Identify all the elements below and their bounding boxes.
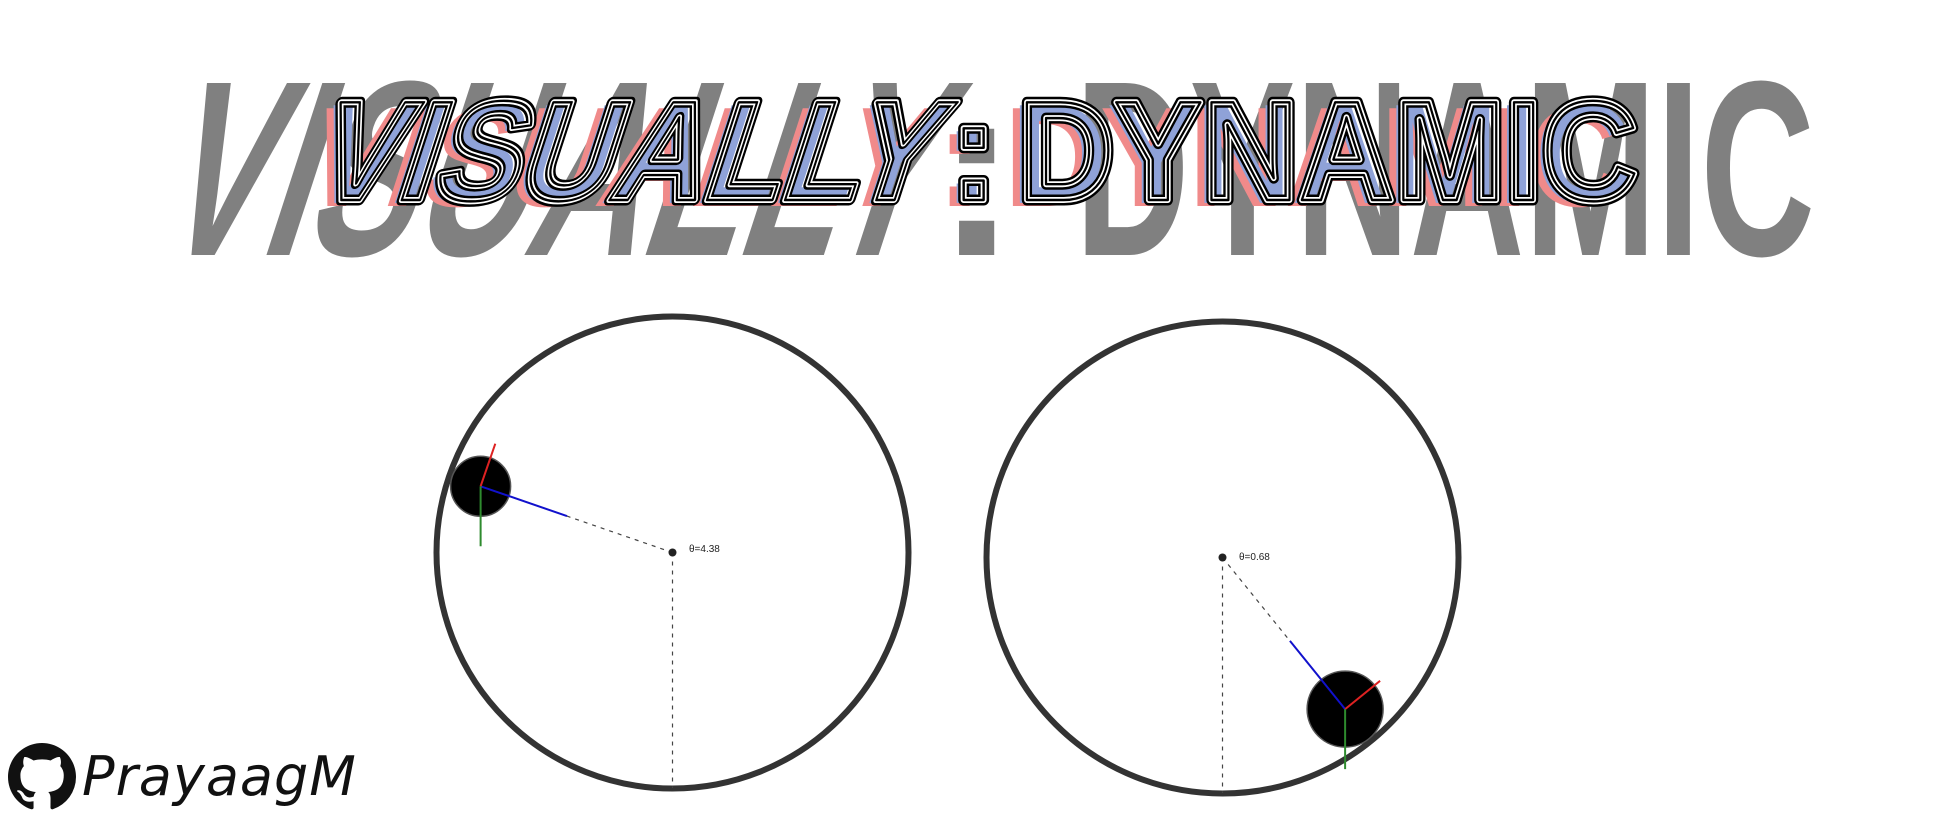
pivot-dot — [1218, 553, 1227, 562]
title-left-gap: VISUALLY — [298, 71, 970, 230]
title-separator-outline: : — [950, 72, 997, 231]
pendulum-rod-dashed — [480, 485, 673, 554]
github-link[interactable]: PrayaagM — [8, 742, 357, 812]
title-right-blue-shadow: DYNAMIC — [1011, 75, 1631, 234]
track-ring — [433, 313, 912, 792]
theta-readout: θ=4.38 — [689, 544, 720, 555]
background-title-right: DYNAMIC — [1075, 29, 1815, 308]
velocity-vector — [480, 485, 568, 518]
pivot-dot — [668, 548, 677, 557]
title-left-outline: VISUALLY — [298, 71, 970, 230]
velocity-vector — [1289, 640, 1346, 710]
title-separator-blue-shadow: : — [943, 75, 990, 234]
pendulum-canvas-left[interactable]: θ=4.38 — [430, 310, 915, 795]
title-separator-gap: : — [950, 72, 997, 231]
title-separator-red-shadow: : — [936, 78, 983, 237]
title-right-red-shadow: DYNAMIC — [1004, 78, 1624, 237]
main-title: VISUALLY : DYNAMIC VISUALLY : DYNAMIC VI… — [284, 66, 1643, 237]
title-left-red-shadow: VISUALLY — [284, 77, 956, 236]
github-octocat-icon — [8, 743, 76, 810]
normal-vector — [1344, 680, 1381, 710]
title-right-inner: DYNAMIC — [1018, 72, 1638, 231]
background-title-separator: : — [935, 29, 1018, 308]
pendulum-canvas-right[interactable]: θ=0.68 — [980, 315, 1465, 800]
track-ring — [983, 318, 1462, 797]
title-separator-inner: : — [950, 72, 997, 231]
theta-readout: θ=0.68 — [1239, 552, 1270, 563]
github-username: PrayaagM — [82, 745, 357, 808]
title-right-gap: DYNAMIC — [1018, 72, 1638, 231]
title-right-outline: DYNAMIC — [1018, 72, 1638, 231]
background-title: VISUALLY : DYNAMIC — [133, 29, 1815, 309]
title-left-blue-shadow: VISUALLY — [291, 74, 963, 233]
title-left-inner: VISUALLY — [298, 71, 970, 230]
normal-vector — [479, 443, 497, 487]
background-title-left: VISUALLY — [133, 30, 994, 309]
